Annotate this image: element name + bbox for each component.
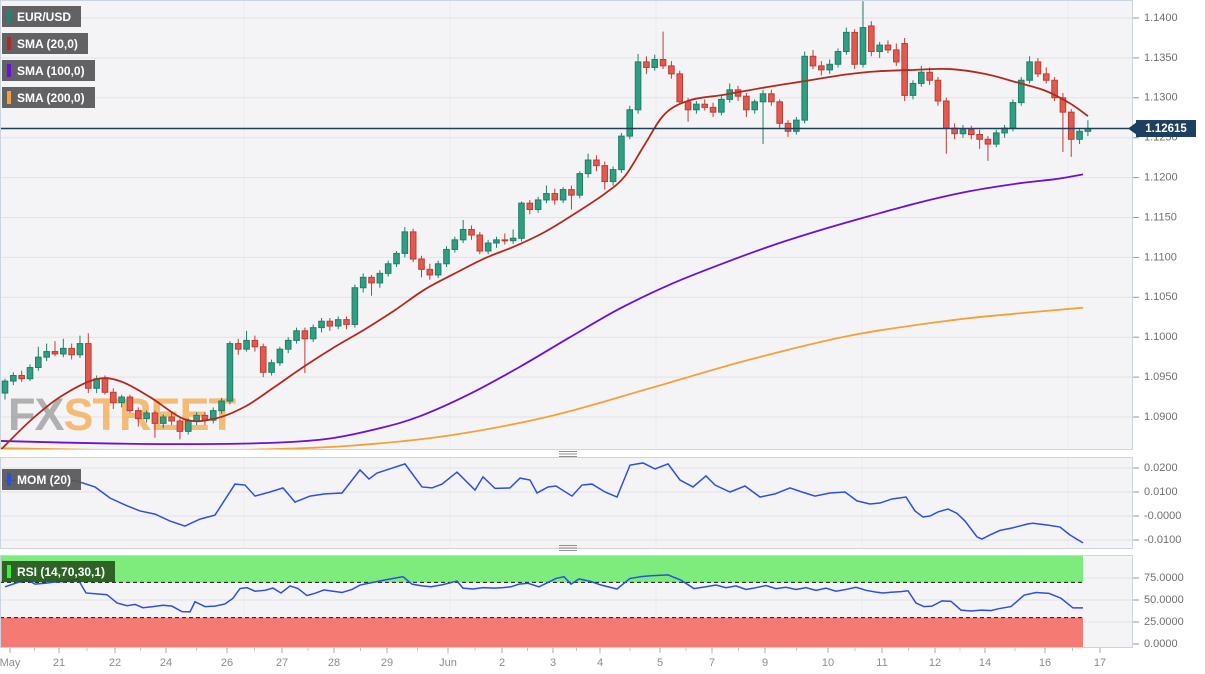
sma200-line [0,306,1084,450]
x-axis-label: 14 [979,657,991,669]
sma20-line [0,67,1089,450]
pane-resize-handle-mom[interactable] [559,451,577,457]
x-axis-label: 7 [709,657,715,669]
legend-sma200-label: SMA (200,0) [17,90,85,105]
rsi-axis-label: 0.0000 [1144,638,1178,650]
x-axis-label: 10 [822,657,834,669]
legend-sma100-label: SMA (100,0) [17,63,85,78]
x-axis-label: 2 [499,657,505,669]
rsi-axis-label: 50.0000 [1144,594,1184,606]
last-price-badge: 1.12615 [1128,120,1196,138]
legend-mom: MOM (20) [2,469,81,490]
price-series-swatch [7,10,11,23]
mom-axis-label: 0.0200 [1144,462,1178,474]
pane-resize-handle-rsi[interactable] [559,545,577,551]
rsi-axis-label: 25.0000 [1144,616,1184,628]
x-axis-label: 12 [929,657,941,669]
rsi-axis-label: 75.0000 [1144,572,1184,584]
x-axis-label: 28 [328,657,340,669]
rsi-overbought-zone [0,555,1083,583]
legend-rsi-label: RSI (14,70,30,1) [17,564,106,579]
rsi-line [4,574,1083,613]
x-axis-label: 17 [1094,657,1106,669]
mom-swatch [7,473,11,486]
sma200-swatch [7,91,11,104]
legend-sma20: SMA (20,0) [2,33,88,54]
x-axis-label: Jun [439,657,457,669]
legend-sma100: SMA (100,0) [2,60,95,81]
x-axis-label: 24 [160,657,172,669]
price-axis-label: 1.1100 [1144,251,1177,263]
legend-mom-label: MOM (20) [17,472,71,487]
price-axis-label: 1.1050 [1144,291,1178,303]
x-axis-label: May [0,657,21,669]
sma20-swatch [7,37,11,50]
price-axis-label: 1.1000 [1144,331,1178,343]
legend-sma200: SMA (200,0) [2,87,95,108]
sma100-line [0,173,1084,446]
x-axis-label: 21 [53,657,65,669]
rsi-oversold-zone [0,617,1083,647]
x-axis-label: 29 [381,657,393,669]
mom-axis-label: -0.0100 [1144,534,1181,546]
legend-eurusd-label: EUR/USD [17,9,72,24]
mom-line [4,462,1084,544]
price-axis-label: 1.1200 [1144,172,1178,184]
x-axis-label: 5 [657,657,663,669]
price-axis-label: 1.1350 [1144,52,1178,64]
rsi-swatch [7,565,11,578]
legend-sma20-label: SMA (20,0) [17,36,78,51]
legend-eurusd: EUR/USD [2,6,82,27]
x-axis-label: 9 [762,657,768,669]
price-axis-label: 1.1150 [1144,211,1177,223]
x-axis-label: 4 [597,657,603,669]
candlestick-series [1,1,1092,440]
x-axis-label: 11 [876,657,887,669]
x-axis-label: 16 [1039,657,1051,669]
x-axis-label: 3 [550,657,556,669]
price-axis-label: 1.1300 [1144,92,1178,104]
price-axis-label: 1.0900 [1144,411,1178,423]
mom-axis-label: -0.0000 [1144,510,1181,522]
x-axis-label: 22 [109,657,121,669]
x-axis-label: 27 [276,657,288,669]
svg-text:1.12615: 1.12615 [1145,123,1187,135]
legend-rsi: RSI (14,70,30,1) [2,561,116,582]
x-axis-label: 26 [221,657,233,669]
mom-axis-label: 0.0100 [1144,486,1178,498]
price-axis-label: 1.1400 [1144,12,1178,24]
price-axis-label: 1.0950 [1144,371,1178,383]
sma100-swatch [7,64,11,77]
